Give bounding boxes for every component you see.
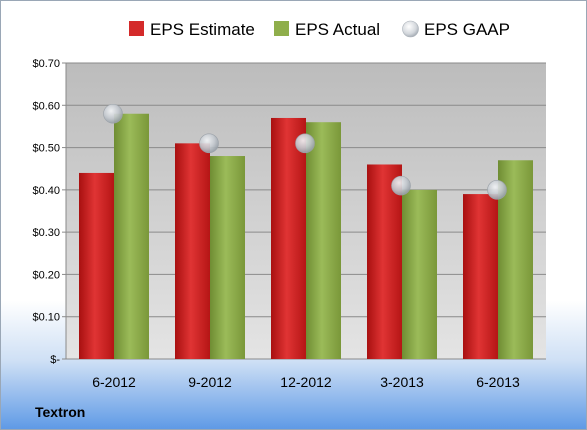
plot-area: $- $0.10 $0.20 $0.30 $0.40 $0.50 $0.60 $0.70 6-2… (32, 58, 546, 390)
eps-gaap-point-6-2012 (103, 103, 123, 124)
y-tick-label: $0.50 (32, 143, 60, 155)
legend-swatch-eps-gaap (402, 20, 419, 38)
y-tick-label: $0.20 (32, 269, 60, 281)
eps-actual-bar-12-2012 (306, 122, 341, 359)
x-tick-label: 6-2013 (476, 374, 520, 390)
eps-estimate-bar-6-2013 (463, 194, 498, 359)
eps-gaap-point-3-2013 (391, 175, 411, 196)
y-tick-label: $0.10 (32, 312, 60, 324)
y-tick-label: $0.60 (32, 100, 60, 112)
eps-actual-bar-9-2012 (210, 156, 245, 359)
legend-label-eps-gaap: EPS GAAP (424, 20, 510, 39)
eps-estimate-bar-6-2012 (79, 172, 114, 359)
eps-estimate-bar-3-2013 (367, 164, 402, 359)
legend-swatch-eps-estimate (129, 21, 144, 36)
y-tick-label: $0.70 (32, 58, 60, 70)
y-tick-label: $0.30 (32, 227, 60, 239)
eps-gaap-point-6-2013 (487, 180, 507, 200)
eps-actual-bar-3-2013 (402, 189, 437, 359)
eps-actual-bar-6-2012 (114, 113, 149, 359)
eps-estimate-bar-12-2012 (271, 117, 306, 359)
legend-label-eps-estimate: EPS Estimate (150, 20, 255, 39)
y-tick-label: $0.40 (32, 185, 60, 197)
x-tick-label: 3-2013 (380, 374, 424, 390)
legend-swatch-eps-actual (274, 21, 289, 36)
eps-estimate-bar-9-2012 (175, 143, 210, 359)
x-tick-label: 9-2012 (188, 374, 232, 390)
company-name: Textron (35, 404, 86, 420)
x-tick-label: 12-2012 (280, 374, 332, 390)
x-tick-label: 6-2012 (92, 374, 136, 390)
legend-label-eps-actual: EPS Actual (295, 20, 380, 39)
eps-gaap-point-12-2012 (295, 133, 315, 154)
legend: EPS Estimate EPS Actual EPS GAAP (129, 20, 510, 39)
eps-gaap-point-9-2012 (199, 133, 219, 154)
y-tick-label: $- (50, 354, 60, 366)
